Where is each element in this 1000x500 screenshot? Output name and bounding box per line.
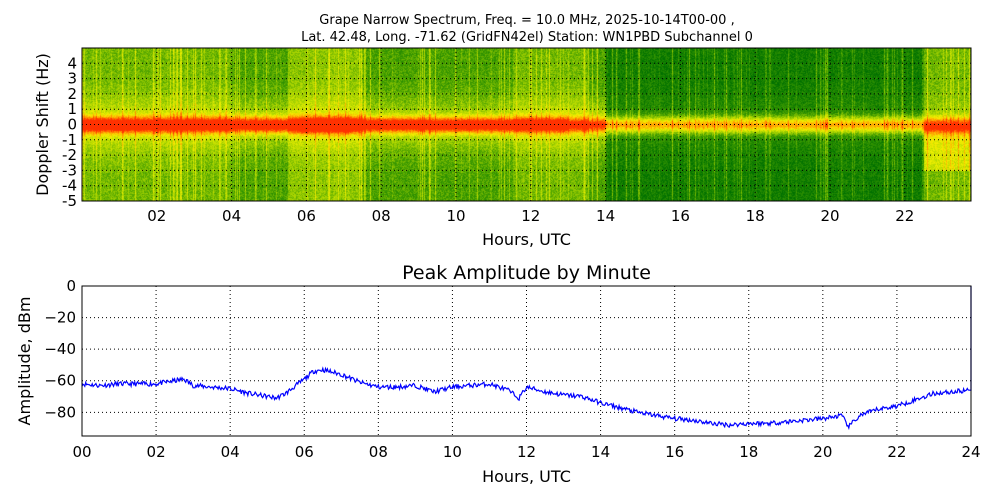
amplitude-y-axis-label: Amplitude, dBm xyxy=(15,297,34,426)
amplitude-title: Peak Amplitude by Minute xyxy=(402,262,651,284)
amplitude-x-tick-label: 12 xyxy=(517,443,536,461)
amplitude-x-tick-label: 14 xyxy=(591,443,610,461)
amplitude-frame xyxy=(81,285,972,437)
spectrogram-frame xyxy=(81,47,972,202)
amplitude-x-tick-label: 00 xyxy=(72,443,91,461)
spectrogram-x-axis-label: Hours, UTC xyxy=(482,230,571,249)
spectrogram-x-tick-label: 16 xyxy=(671,207,690,225)
amplitude-y-tick-label: −20 xyxy=(44,309,76,327)
amplitude-y-tick-label: −40 xyxy=(44,340,76,358)
spectrogram-y-tick-label: 0 xyxy=(67,116,77,134)
spectrogram-x-tick-label: 06 xyxy=(297,207,316,225)
spectrogram-y-tick-label: -5 xyxy=(62,192,77,210)
amplitude-x-tick-label: 22 xyxy=(887,443,906,461)
spectrogram-x-tick-label: 10 xyxy=(446,207,465,225)
amplitude-x-tick-label: 04 xyxy=(221,443,240,461)
spectrogram-y-tick-label: 1 xyxy=(67,100,77,118)
amplitude-x-axis-label: Hours, UTC xyxy=(482,467,571,486)
spectrogram-x-tick-label: 18 xyxy=(746,207,765,225)
amplitude-x-tick-label: 16 xyxy=(665,443,684,461)
amplitude-y-tick-label: −80 xyxy=(44,403,76,421)
amplitude-x-tick-label: 08 xyxy=(369,443,388,461)
spectrogram-title-line1: Grape Narrow Spectrum, Freq. = 10.0 MHz,… xyxy=(319,13,735,28)
spectrogram-x-tick-label: 02 xyxy=(147,207,166,225)
amplitude-x-tick-label: 24 xyxy=(961,443,980,461)
amplitude-y-tick-label: 0 xyxy=(66,277,76,295)
spectrogram-x-tick-label: 12 xyxy=(521,207,540,225)
spectrogram-y-tick-label: -3 xyxy=(62,161,77,179)
spectrogram-x-tick-label: 04 xyxy=(222,207,241,225)
spectrogram-y-axis-label: Doppler Shift (Hz) xyxy=(33,53,52,196)
spectrogram-x-tick-label: 14 xyxy=(596,207,615,225)
amplitude-y-tick-label: −60 xyxy=(44,372,76,390)
spectrogram-x-tick-label: 08 xyxy=(372,207,391,225)
spectrogram-y-tick-label: -2 xyxy=(62,146,77,164)
amplitude-x-tick-label: 18 xyxy=(739,443,758,461)
amplitude-series-line xyxy=(81,286,972,431)
spectrogram-y-tick-label: 2 xyxy=(67,85,77,103)
amplitude-x-tick-label: 20 xyxy=(813,443,832,461)
spectrogram-x-tick-label: 22 xyxy=(895,207,914,225)
amplitude-x-tick-label: 02 xyxy=(147,443,166,461)
spectrogram-title-line2: Lat. 42.48, Long. -71.62 (GridFN42el) St… xyxy=(301,30,753,45)
spectrogram-x-tick-label: 20 xyxy=(820,207,839,225)
spectrogram-y-tick-label: 3 xyxy=(67,70,77,88)
amplitude-x-tick-label: 10 xyxy=(443,443,462,461)
amplitude-x-tick-label: 06 xyxy=(295,443,314,461)
spectrogram-y-tick-label: -4 xyxy=(62,177,77,195)
spectrogram-y-tick-label: -1 xyxy=(62,131,77,149)
spectrogram-y-tick-label: 4 xyxy=(67,54,77,72)
